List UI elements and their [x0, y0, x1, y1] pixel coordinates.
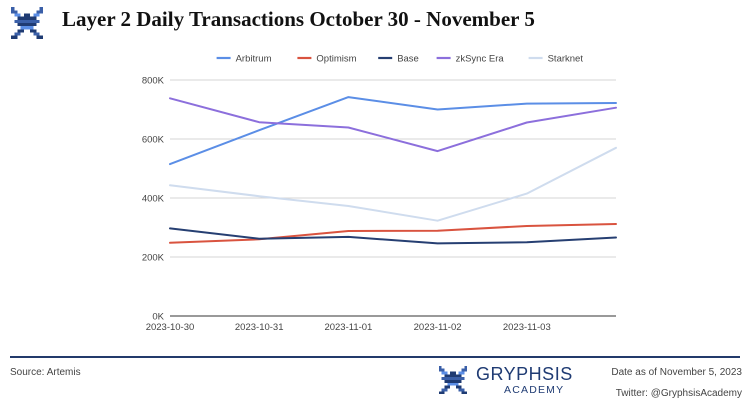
brand-name: GRYPHSIS: [476, 364, 573, 384]
twitter-handle: Twitter: @GryphsisAcademy: [615, 388, 742, 399]
page-title: Layer 2 Daily Transactions October 30 - …: [62, 7, 535, 31]
x-tick-label: 2023-11-03: [503, 322, 551, 333]
gryphon-pixel-icon: [438, 365, 468, 395]
brand-logo: GRYPHSIS ACADEMY: [436, 362, 586, 400]
legend-label: zkSync Era: [456, 54, 505, 65]
legend-label: Arbitrum: [236, 54, 272, 65]
date-note: Date as of November 5, 2023: [611, 367, 742, 378]
series-line-starknet: [169, 146, 617, 222]
line-chart: 0K 200K 400K 600K 800K 2023-10-30 2023-10-31 20…: [142, 54, 617, 333]
legend-label: Base: [397, 54, 419, 65]
series-line-base: [169, 227, 617, 245]
gryphon-pixel-icon: [11, 7, 43, 39]
x-tick-label: 2023-10-31: [235, 322, 284, 333]
x-tick-label: 2023-11-02: [414, 322, 462, 333]
y-tick-label: 0K: [152, 312, 164, 323]
y-tick-label: 400K: [142, 194, 165, 205]
y-tick-label: 200K: [142, 253, 165, 264]
legend-label: Starknet: [548, 54, 584, 65]
series-line-arbitrum: [169, 96, 617, 166]
y-tick-label: 800K: [142, 76, 165, 87]
x-tick-label: 2023-10-30: [146, 322, 195, 333]
brand-subtitle: ACADEMY: [504, 384, 565, 396]
series-line-zksync-era: [169, 97, 617, 153]
footer-divider: [10, 356, 740, 358]
source-note: Source: Artemis: [10, 367, 81, 378]
series-line-optimism: [169, 223, 617, 244]
legend-label: Optimism: [316, 54, 356, 65]
x-tick-label: 2023-11-01: [324, 322, 372, 333]
y-tick-label: 600K: [142, 135, 165, 146]
